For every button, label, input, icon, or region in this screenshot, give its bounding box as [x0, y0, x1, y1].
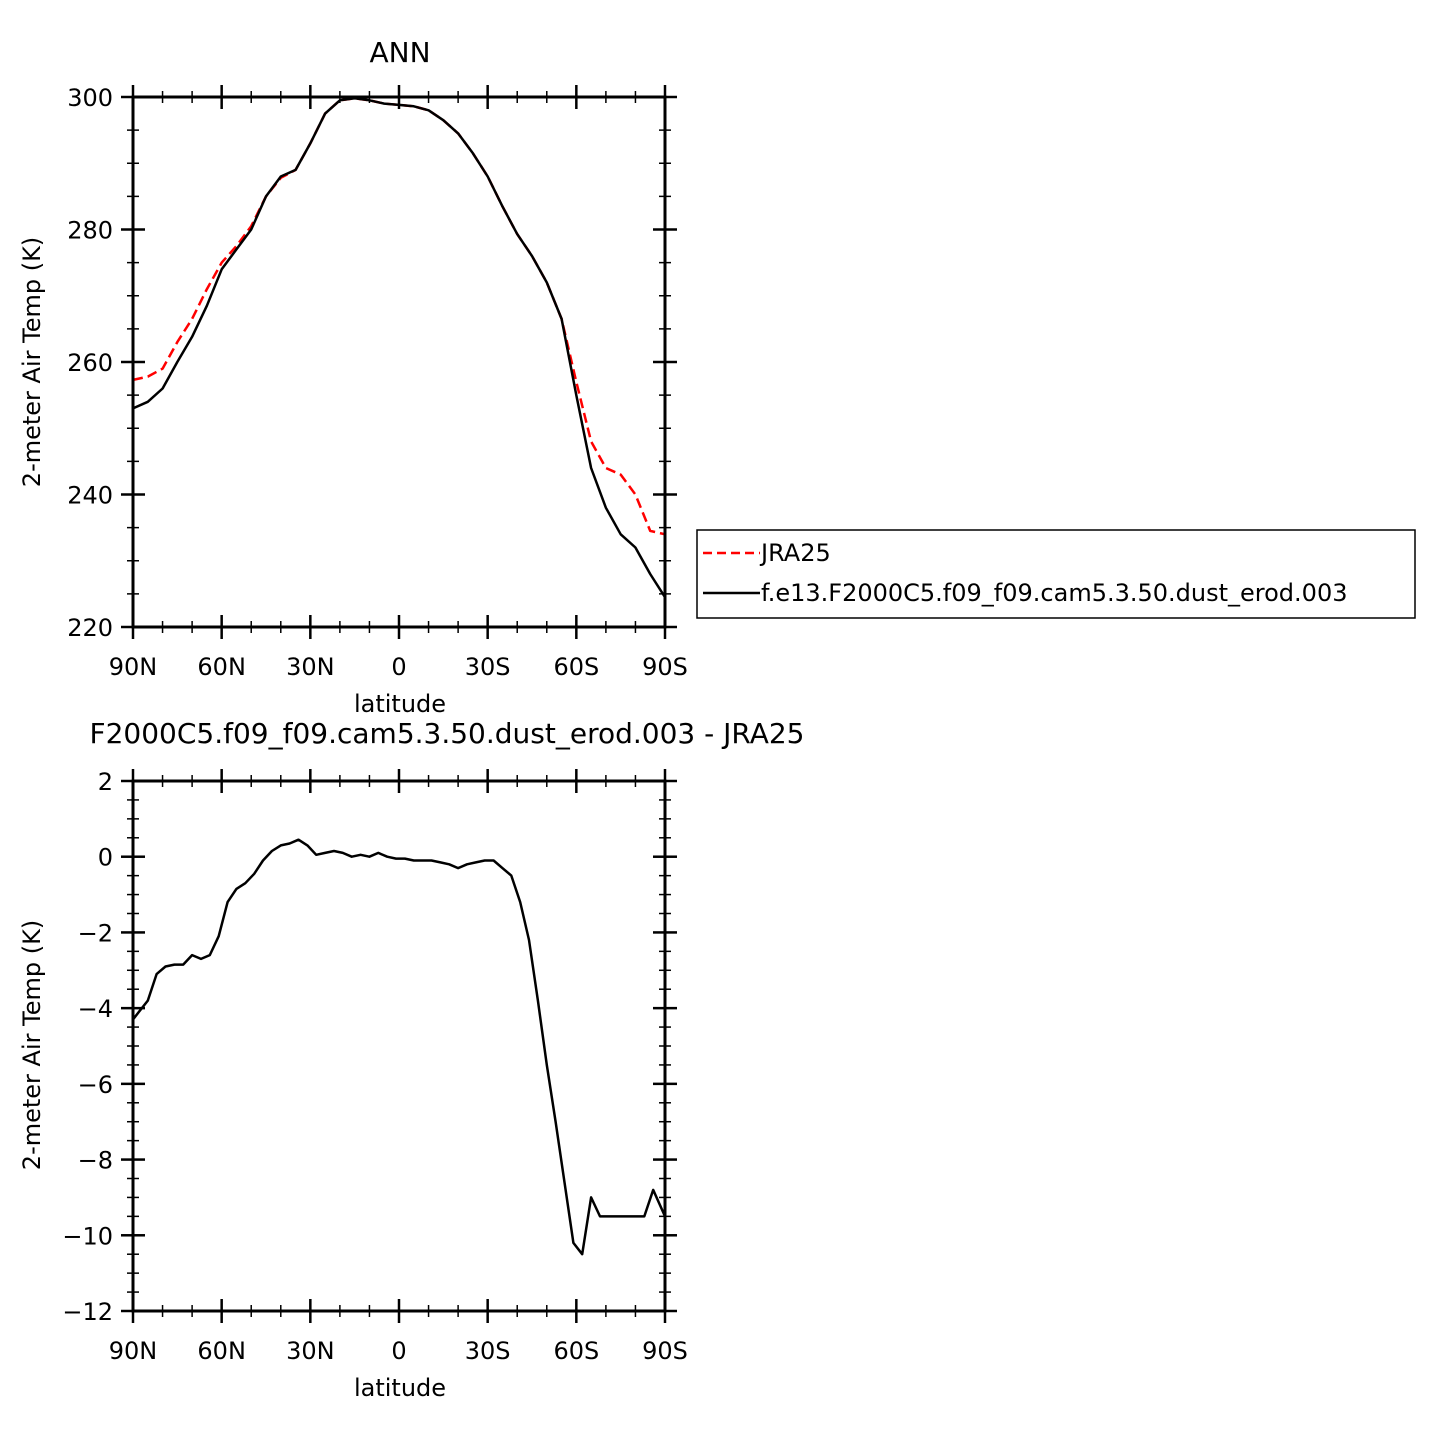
top-chart-x-axis-label: latitude: [354, 690, 446, 718]
legend-label-model: f.e13.F2000C5.f09_f09.cam5.3.50.dust_ero…: [761, 579, 1347, 607]
top-chart-title: ANN: [369, 36, 430, 69]
legend-label-jra25: JRA25: [759, 539, 831, 567]
top-chart-frame: [131, 95, 667, 629]
bottom-chart-x-tick-label: 30N: [286, 1337, 335, 1365]
bottom-chart-y-tick-label: −2: [78, 919, 113, 947]
top-chart-x-tick-label: 60S: [553, 653, 599, 681]
bottom-chart-x-tick-label: 0: [391, 1337, 406, 1365]
bottom-chart-ticks: 90N 60N 30N 0 30S 60S 90S −12 −10 −8 −6 −4 −2 0 2: [62, 768, 688, 1365]
top-chart-y-tick-label: 240: [67, 482, 113, 510]
bottom-chart-x-tick-label: 60N: [197, 1337, 246, 1365]
top-chart-y-tick-label: 260: [67, 349, 113, 377]
bottom-chart-y-tick-label: 0: [98, 844, 113, 872]
bottom-chart-y-axis-label: 2-meter Air Temp (K): [18, 920, 46, 1170]
top-chart-series-line-0: [132, 97, 666, 536]
bottom-chart-x-tick-label: 90S: [642, 1337, 688, 1365]
bottom-chart-y-tick-label: −12: [62, 1298, 113, 1326]
bottom-chart-y-tick-label: 2: [98, 768, 113, 796]
legend-box: [696, 529, 1416, 619]
top-chart-series-line-1: [132, 97, 667, 598]
bottom-chart-y-tick-label: −10: [62, 1222, 113, 1250]
top-chart-x-tick-label: 90N: [109, 653, 158, 681]
top-chart-x-tick-label: 60N: [197, 653, 246, 681]
bottom-chart-x-tick-label: 60S: [553, 1337, 599, 1365]
top-chart-y-axis-label: 2-meter Air Temp (K): [18, 237, 46, 487]
top-chart-x-tick-label: 30S: [465, 653, 511, 681]
top-chart-y-tick-label: 280: [67, 217, 113, 245]
bottom-chart-y-tick-label: −6: [78, 1071, 113, 1099]
bottom-chart: F2000C5.f09_f09.cam5.3.50.dust_erod.003 …: [18, 717, 805, 1402]
bottom-chart-frame: [131, 779, 667, 1313]
top-chart-y-tick-label: 220: [67, 614, 113, 642]
bottom-chart-y-tick-label: −4: [78, 995, 113, 1023]
top-chart-y-tick-label: 300: [67, 84, 113, 112]
bottom-chart-title: F2000C5.f09_f09.cam5.3.50.dust_erod.003 …: [89, 717, 804, 750]
top-chart: ANN 2-meter Air Temp (K) latitude 90N 60N…: [18, 36, 688, 718]
top-chart-x-tick-label: 30N: [286, 653, 335, 681]
legend: JRA25 f.e13.F2000C5.f09_f09.cam5.3.50.du…: [696, 529, 1416, 619]
top-chart-x-tick-label: 0: [391, 653, 406, 681]
bottom-chart-x-tick-label: 90N: [109, 1337, 158, 1365]
bottom-chart-y-tick-label: −8: [78, 1147, 113, 1175]
bottom-chart-series-group: [132, 838, 667, 1256]
bottom-chart-x-axis-label: latitude: [354, 1374, 446, 1402]
bottom-chart-series-line-0: [132, 838, 667, 1256]
top-chart-series-group: [132, 97, 667, 598]
top-chart-x-tick-label: 90S: [642, 653, 688, 681]
top-chart-ticks: 90N 60N 30N 0 30S 60S 90S 220 240 260 280 300: [67, 84, 688, 681]
bottom-chart-x-tick-label: 30S: [465, 1337, 511, 1365]
